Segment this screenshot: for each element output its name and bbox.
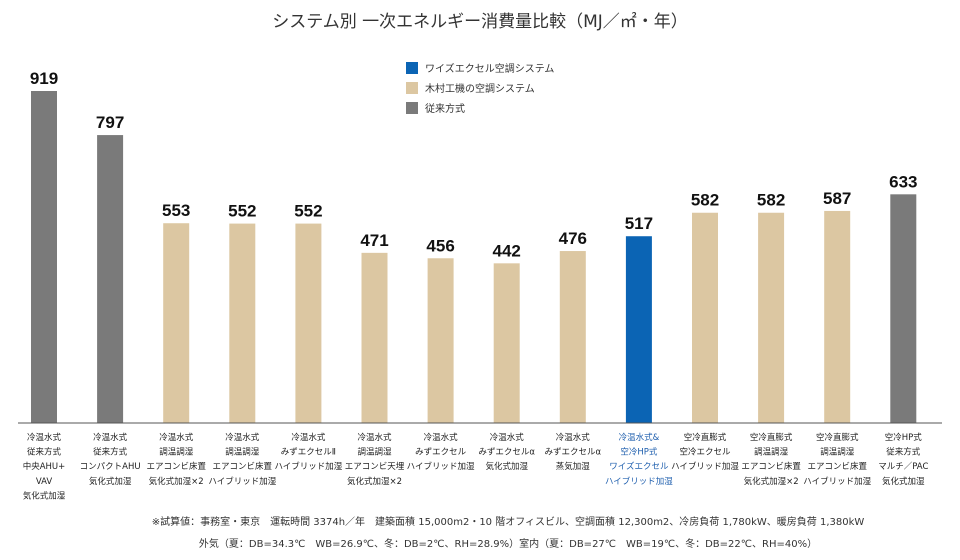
category-label-9-line-1: 空冷HP式 [620,447,658,458]
category-label-0-line-0: 冷温水式 [27,432,62,443]
category-label-12-line-0: 空冷直膨式 [816,432,859,443]
bars [31,91,917,424]
category-label-2-line-2: エアコンビ床置 [146,461,206,472]
category-label-7-line-1: みずエクセルα [478,447,535,458]
category-label-10-line-0: 空冷直膨式 [684,432,727,443]
category-label-4-line-0: 冷温水式 [291,432,326,443]
category-label-1-line-0: 冷温水式 [93,432,128,443]
category-label-9-line-2: ワイズエクセル [609,461,669,472]
category-label-10-line-2: ハイブリッド加湿 [671,461,739,472]
value-label-11: 582 [757,191,785,210]
bar-5 [361,252,388,423]
category-label-3-line-1: 調温調湿 [225,447,260,458]
value-label-7: 442 [493,241,521,260]
category-label-12-line-1: 調温調湿 [820,447,855,458]
bar-6 [427,258,454,423]
category-label-6-line-1: みずエクセル [415,447,467,458]
category-label-0-line-4: 気化式加湿 [23,490,66,501]
category-label-9-line-3: ハイブリッド加湿 [605,476,673,487]
category-label-3-line-3: ハイブリッド加湿 [208,476,276,487]
chart-title: システム別 一次エネルギー消費量比較（MJ／㎡・年） [272,12,688,32]
value-label-9: 517 [625,214,653,233]
legend-label-2: 従来方式 [425,102,465,115]
bar-13 [890,194,917,423]
value-label-4: 552 [294,202,322,221]
value-label-8: 476 [559,229,587,248]
value-label-6: 456 [426,236,454,255]
category-label-7-line-2: 気化式加湿 [485,461,528,472]
category-label-13-line-3: 気化式加湿 [882,476,925,487]
note-line-1: ※試算値：事務室・東京 運転時間 3374h／年 建築面積 15,000m2・1… [152,515,865,528]
category-label-1-line-1: 従来方式 [93,447,128,458]
legend-swatch-1 [406,82,418,94]
bar-4 [295,223,322,423]
category-label-6-line-0: 冷温水式 [424,432,459,443]
category-label-0-line-3: VAV [36,477,53,487]
category-label-5-line-2: エアコンビ天埋 [345,461,405,472]
bar-10 [692,212,718,423]
value-label-5: 471 [360,231,388,250]
value-labels: 919 797 553 552 552 471 456 442 476 517 582 582 587 6… [30,69,918,260]
value-label-2: 553 [162,201,190,220]
value-label-3: 552 [228,202,256,221]
category-label-0-line-1: 従来方式 [27,447,62,458]
category-label-12-line-2: エアコンビ床置 [807,461,867,472]
bar-2 [163,223,190,423]
legend-swatch-0 [406,62,418,74]
bar-1 [97,135,124,424]
bar-0 [31,91,57,423]
category-label-11-line-0: 空冷直膨式 [750,432,793,443]
legend-swatch-2 [406,102,418,114]
category-label-2-line-0: 冷温水式 [159,432,194,443]
value-label-1: 797 [96,113,124,132]
category-label-13-line-2: マルチ／PAC [878,462,928,472]
category-label-5-line-3: 気化式加湿×2 [347,476,402,487]
category-label-1-line-2: コンパクトAHU [80,462,141,472]
bar-7 [493,263,520,423]
category-label-11-line-2: エアコンビ床置 [741,461,801,472]
bar-8 [559,251,586,423]
category-label-4-line-2: ハイブリッド加湿 [274,461,342,472]
category-label-11-line-1: 調温調湿 [754,447,789,458]
category-label-2-line-3: 気化式加湿×2 [149,476,204,487]
category-label-3-line-2: エアコンビ床置 [213,461,273,472]
value-label-0: 919 [30,69,58,88]
legend-label-0: ワイズエクセル空調システム [425,62,554,75]
category-label-12-line-3: ハイブリッド加湿 [803,476,871,487]
bar-12 [824,210,851,423]
bar-3 [229,223,256,423]
category-label-8-line-0: 冷温水式 [556,432,591,443]
note-line-2: 外気（夏：DB=34.3℃ WB=26.9℃、冬：DB=2℃、RH=28.9%）… [199,537,817,550]
value-label-13: 633 [889,172,917,191]
bar-9 [625,236,652,423]
legend-label-1: 木村工機の空調システム [425,82,535,95]
category-label-2-line-1: 調温調湿 [159,447,194,458]
category-label-9-line-0: 冷温水式& [619,432,660,443]
bar-11 [758,212,785,423]
category-label-5-line-1: 調温調湿 [357,447,392,458]
category-label-13-line-1: 従来方式 [886,447,921,458]
category-label-4-line-1: みずエクセルⅡ [281,447,336,458]
category-label-6-line-2: ハイブリッド加湿 [407,461,475,472]
category-label-8-line-2: 蒸気加湿 [556,461,591,472]
category-label-3-line-0: 冷温水式 [225,432,260,443]
value-label-10: 582 [691,191,719,210]
category-label-5-line-0: 冷温水式 [357,432,392,443]
value-label-12: 587 [823,189,851,208]
category-label-0-line-2: 中央AHU+ [23,461,66,472]
category-label-13-line-0: 空冷HP式 [885,432,923,443]
category-label-10-line-1: 空冷エクセル [679,447,731,458]
category-label-11-line-3: 気化式加湿×2 [744,476,799,487]
category-label-7-line-0: 冷温水式 [490,432,525,443]
category-label-1-line-3: 気化式加湿 [89,476,132,487]
category-label-8-line-1: みずエクセルα [544,447,601,458]
